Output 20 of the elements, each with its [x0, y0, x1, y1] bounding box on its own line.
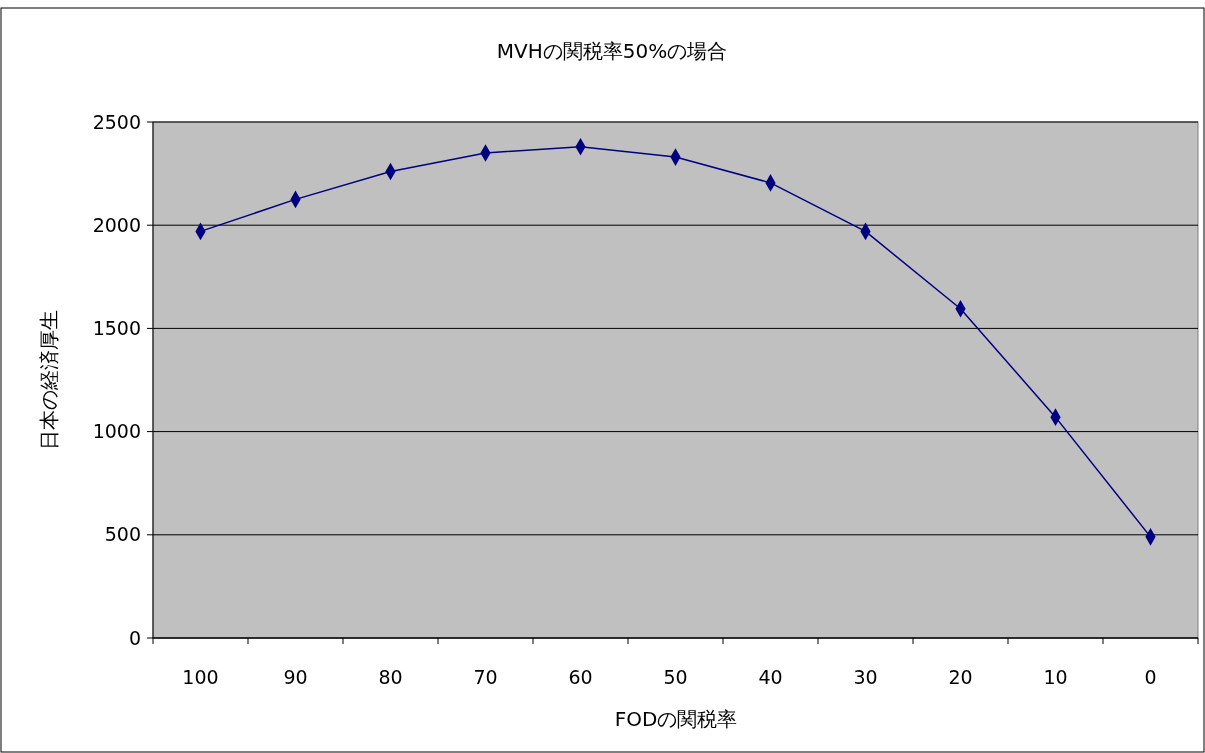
y-tick-label: 2500 — [92, 110, 141, 133]
y-tick-label: 2000 — [92, 213, 141, 236]
x-tick-label: 100 — [182, 666, 219, 688]
y-axis-title: 日本の経済厚生 — [37, 310, 61, 450]
x-tick-label: 60 — [568, 666, 593, 688]
x-tick-label: 70 — [473, 666, 498, 688]
x-tick-label: 80 — [378, 666, 403, 688]
y-tick-label: 1000 — [92, 420, 141, 443]
x-tick-label: 90 — [283, 666, 308, 688]
y-tick-label: 0 — [128, 626, 141, 649]
y-tick-label: 500 — [104, 523, 141, 546]
x-tick-label: 40 — [758, 666, 783, 688]
x-tick-label: 0 — [1144, 666, 1157, 688]
x-tick-label: 10 — [1043, 666, 1068, 688]
x-tick-label: 20 — [948, 666, 973, 688]
x-tick-label: 50 — [663, 666, 688, 688]
chart-title: MVHの関税率50%の場合 — [496, 39, 728, 63]
x-axis-title: FODの関税率 — [614, 707, 738, 731]
x-tick-label: 30 — [853, 666, 878, 688]
y-tick-label: 1500 — [92, 317, 141, 340]
